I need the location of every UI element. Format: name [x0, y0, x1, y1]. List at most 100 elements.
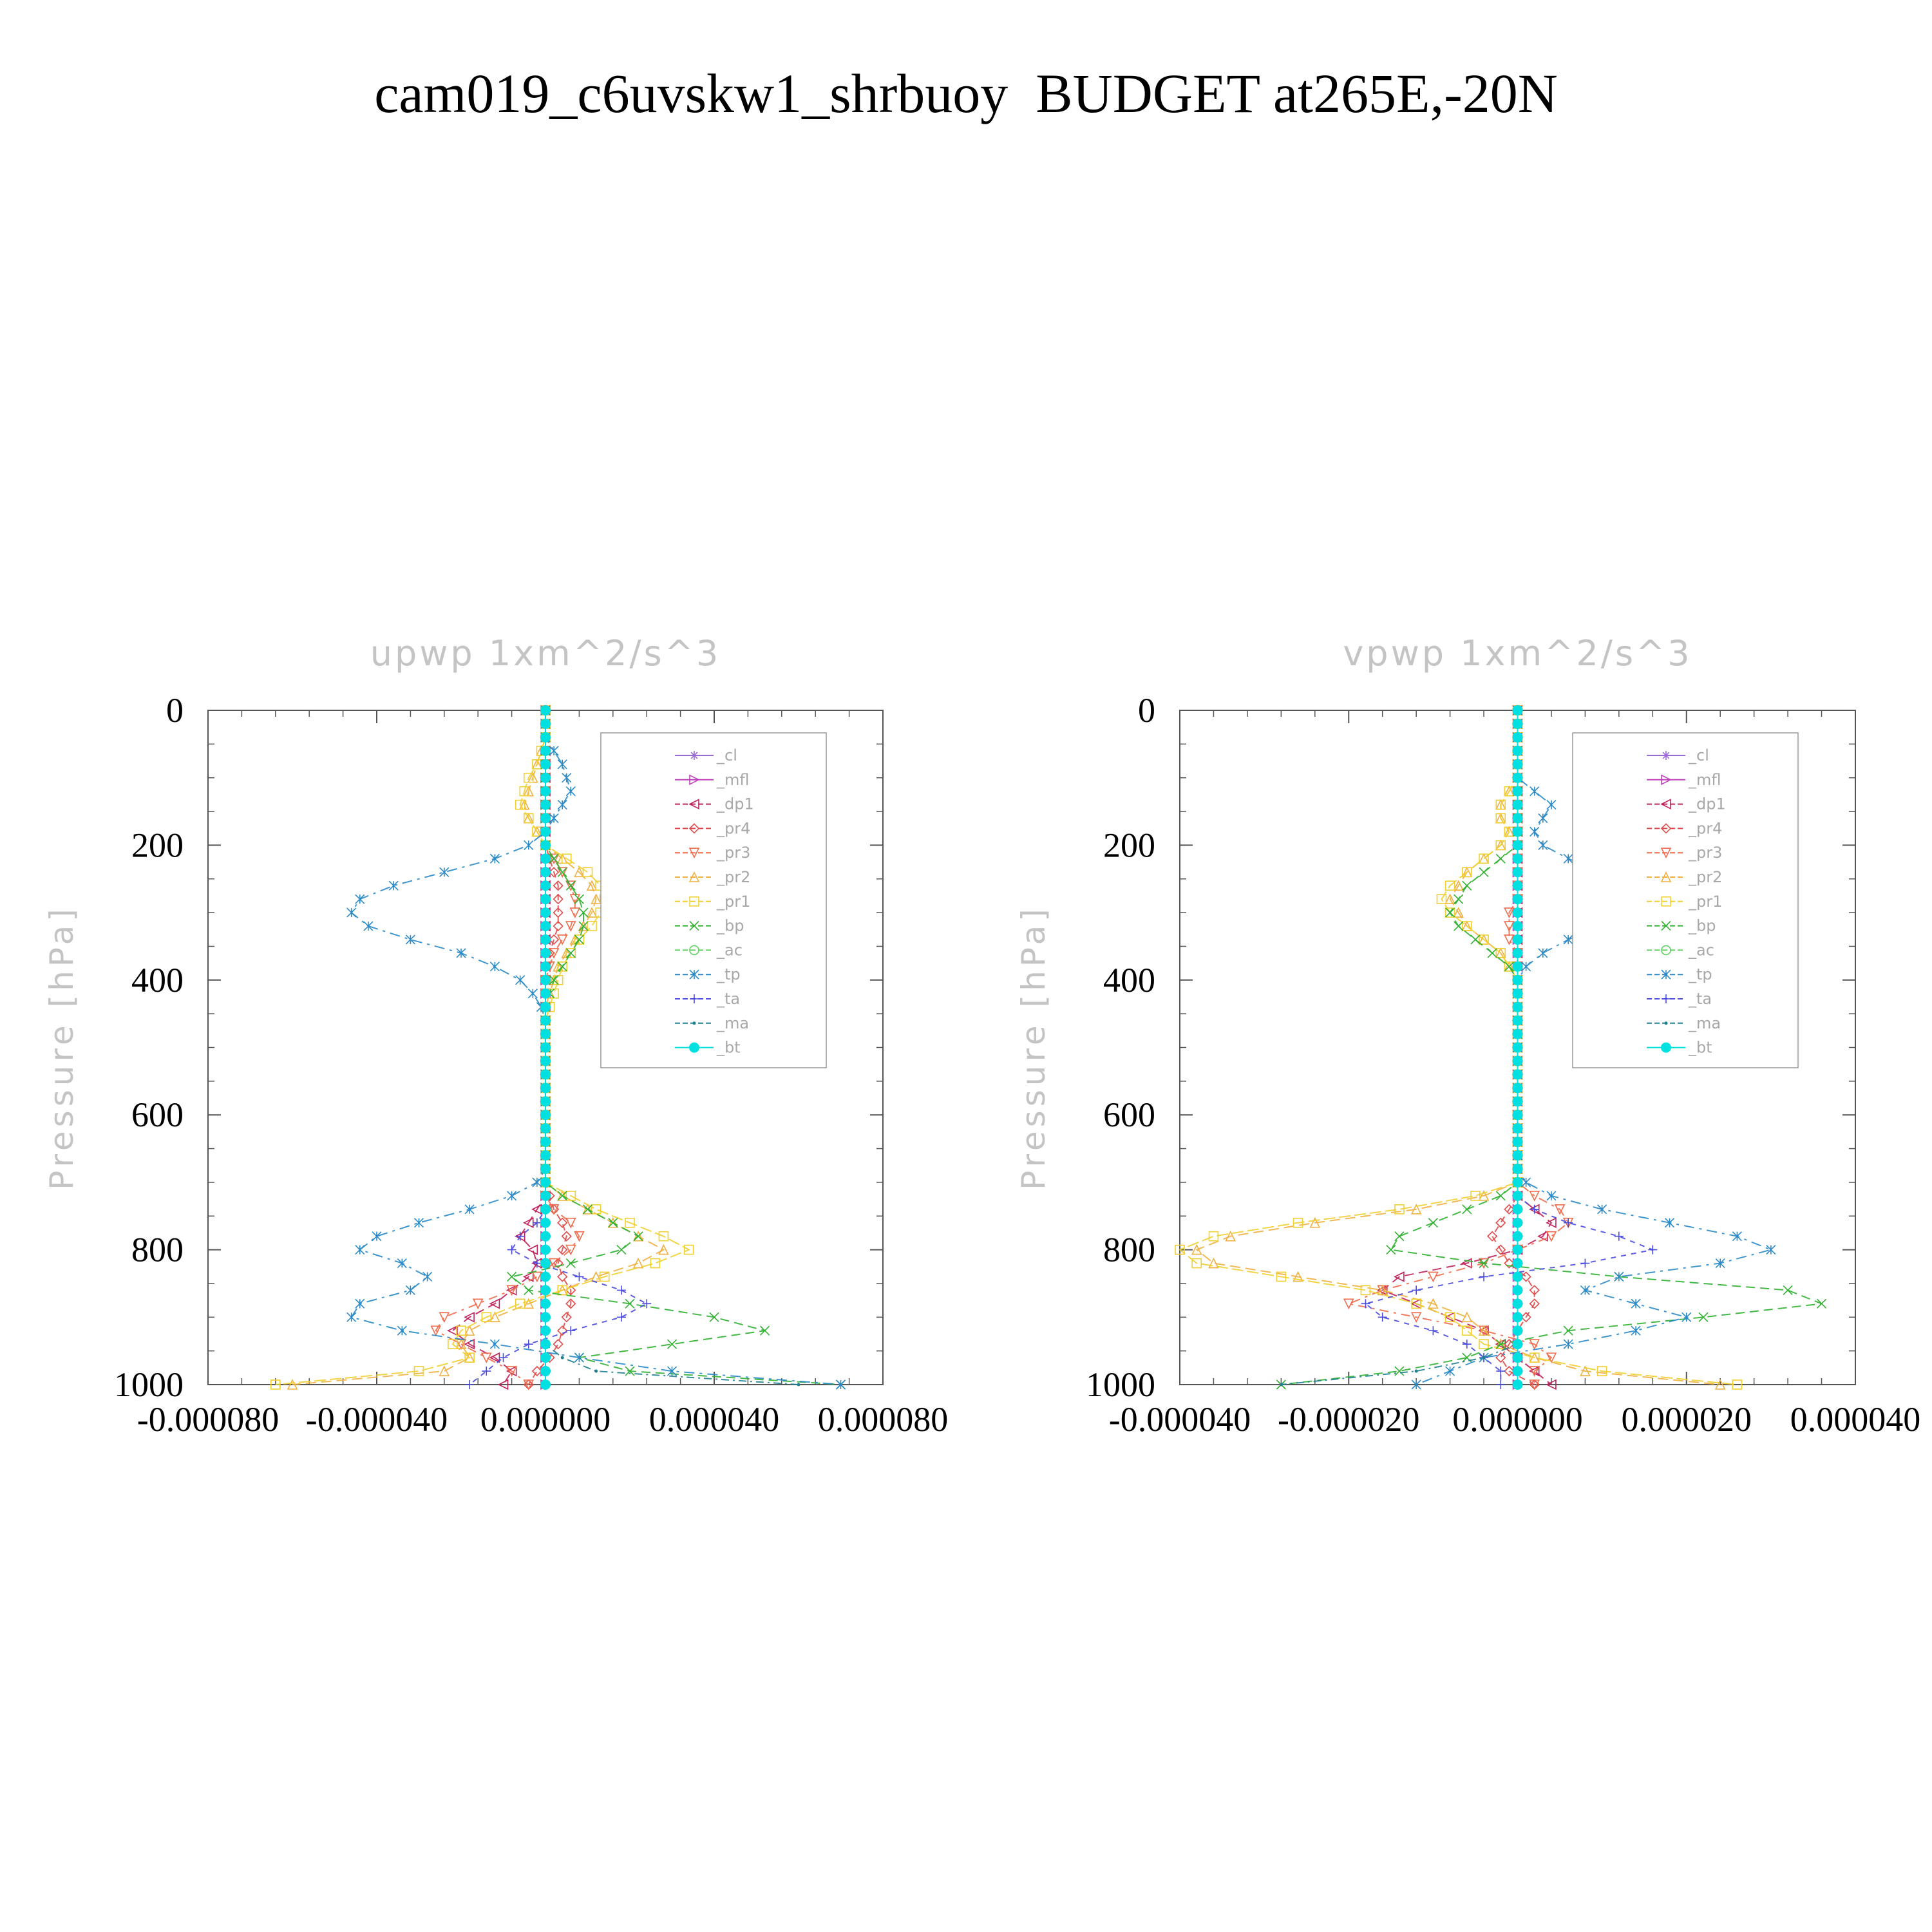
marker-pr1 [523, 772, 534, 783]
marker-pr2 [578, 920, 589, 931]
marker-bt [540, 1339, 551, 1350]
marker-tp [397, 1325, 407, 1336]
marker-pr3 [565, 1244, 576, 1256]
marker-bp [625, 1298, 635, 1309]
marker-tp [388, 880, 399, 891]
marker-ta [566, 1326, 576, 1336]
marker-pr1 [1495, 948, 1506, 958]
marker-pr4 [557, 1325, 568, 1336]
marker-bp [1698, 1312, 1709, 1322]
y-tick-label: 200 [131, 826, 184, 864]
legend-entry: _tp [1647, 965, 1712, 983]
marker-pr2 [1208, 1257, 1219, 1269]
marker-tp [413, 1218, 424, 1228]
marker-bp [1479, 867, 1489, 877]
marker-bp [1394, 1366, 1405, 1376]
marker-bt [540, 1096, 551, 1107]
marker-bt [1512, 894, 1523, 905]
marker-bt [1512, 1110, 1523, 1121]
marker-bt [1512, 759, 1523, 770]
marker-pr3 [565, 921, 576, 932]
marker-bp [1386, 1245, 1396, 1255]
marker-tp [355, 1298, 365, 1309]
marker-ta [1648, 1245, 1658, 1255]
marker-bt [1512, 840, 1523, 851]
marker-bt [1512, 1083, 1523, 1094]
marker-pr3 [1504, 907, 1515, 918]
x-tick-label: 0.000020 [1622, 1400, 1752, 1439]
marker-pr1 [413, 1366, 424, 1376]
marker-ta [1662, 994, 1671, 1003]
marker-bt [540, 1312, 551, 1323]
marker-pr1 [519, 786, 530, 797]
marker-pr2 [1580, 1365, 1591, 1376]
series-line-pr3 [435, 710, 580, 1385]
marker-pr1 [557, 1285, 568, 1296]
marker-tp [397, 1258, 407, 1269]
x-tick-label: 0.000000 [480, 1400, 611, 1439]
marker-pr2 [1191, 1244, 1202, 1255]
marker-bt [540, 718, 551, 729]
marker-pr1 [448, 1339, 458, 1349]
marker-pr3 [1529, 1366, 1540, 1377]
marker-pr1 [270, 1379, 281, 1390]
series-line-dp1 [1381, 710, 1553, 1385]
marker-pr2 [1428, 1298, 1439, 1309]
legend-label: _bt [716, 1039, 741, 1057]
marker-pr1 [658, 1231, 669, 1242]
marker-bt [1512, 1001, 1523, 1012]
marker-pr3 [506, 1285, 517, 1296]
marker-pr3 [1546, 1231, 1557, 1242]
marker-ta [482, 1367, 491, 1376]
marker-bt [540, 907, 551, 918]
marker-bp [689, 921, 699, 931]
marker-bp [1445, 907, 1455, 918]
marker-bt [1512, 1056, 1523, 1066]
legend-entry: _ma [1647, 1014, 1721, 1032]
marker-pr4 [553, 1339, 564, 1350]
marker-tp [667, 1366, 677, 1376]
x-tick-label: -0.000040 [306, 1400, 448, 1439]
marker-tp [372, 1231, 382, 1242]
marker-pr2 [582, 1203, 593, 1215]
marker-pr2 [1478, 1325, 1490, 1336]
marker-tp [549, 746, 559, 756]
marker-pr1 [565, 1191, 576, 1201]
legend-entry: _ac [1647, 941, 1714, 959]
marker-bt [1512, 1379, 1523, 1390]
marker-pr2 [1444, 893, 1455, 904]
marker-bt [1512, 1028, 1523, 1039]
marker-pr1 [1495, 840, 1506, 851]
legend-label: _ac [1688, 941, 1714, 959]
marker-pr3 [548, 1258, 560, 1269]
marker-bt [689, 1042, 699, 1053]
marker-dp1 [506, 1365, 517, 1377]
marker-bp [1783, 1285, 1793, 1295]
marker-pr1 [523, 813, 534, 824]
marker-tp [557, 800, 567, 810]
marker-bt [1512, 961, 1523, 972]
marker-ma [1414, 1369, 1418, 1373]
marker-pr2 [1478, 1190, 1490, 1201]
y-tick-label: 800 [131, 1231, 184, 1269]
marker-pr3 [1529, 1339, 1540, 1350]
marker-tp [1732, 1231, 1742, 1242]
marker-bp [1394, 1231, 1405, 1242]
marker-dp1 [1660, 799, 1671, 810]
marker-pr4 [553, 1258, 564, 1269]
marker-bp [565, 880, 576, 891]
marker-tp [464, 1204, 475, 1215]
marker-pr4 [557, 1217, 568, 1228]
marker-bp [524, 1285, 534, 1295]
marker-bp [625, 1366, 635, 1376]
marker-tp [1631, 1298, 1641, 1309]
marker-bt [1512, 1325, 1523, 1336]
marker-tp [1631, 1325, 1641, 1336]
marker-bt [1512, 799, 1523, 810]
marker-pr1 [591, 1204, 601, 1215]
marker-ta [1614, 1231, 1624, 1241]
marker-pr3 [574, 1231, 585, 1242]
marker-pr3 [1504, 934, 1515, 945]
marker-bp [608, 1218, 618, 1228]
marker-bp [574, 934, 584, 945]
